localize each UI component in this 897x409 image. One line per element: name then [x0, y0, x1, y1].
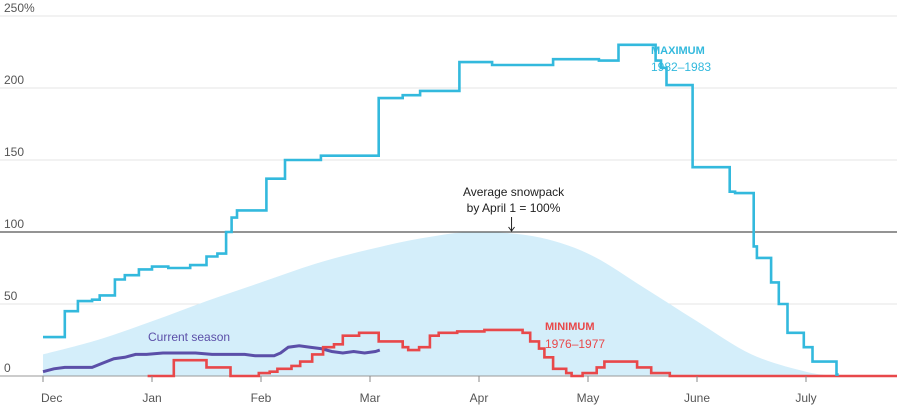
- y-tick-label: 200: [4, 73, 24, 87]
- minimum-label: MINIMUM: [545, 321, 595, 333]
- y-tick-label: 50: [4, 289, 18, 303]
- annotation-line-1: Average snowpack: [463, 185, 565, 199]
- annotation-arrow: [508, 217, 515, 232]
- average-annotation: Average snowpack by April 1 = 100%: [463, 185, 565, 232]
- x-tick-label: July: [795, 391, 816, 405]
- x-tick-label: Mar: [360, 391, 381, 405]
- x-tick-label: Apr: [470, 391, 489, 405]
- series-lines: [42, 43, 897, 378]
- y-tick-label: 150: [4, 145, 24, 159]
- x-tick-label: Feb: [251, 391, 272, 405]
- series-line-minimum: [147, 328, 897, 378]
- y-tick-label: 0: [4, 361, 11, 375]
- maximum-years-label: 1982–1983: [651, 60, 711, 74]
- series-line-current-season: [42, 344, 381, 374]
- x-tick-label: Dec: [41, 391, 62, 405]
- y-tick-label: 250%: [4, 1, 35, 15]
- x-tick-label: June: [684, 391, 710, 405]
- x-tick-label: May: [577, 391, 600, 405]
- series-labels: MAXIMUM 1982–1983 MINIMUM 1976–1977 Curr…: [148, 45, 711, 351]
- maximum-label: MAXIMUM: [651, 45, 705, 57]
- minimum-years-label: 1976–1977: [545, 337, 605, 351]
- average-snowpack-fill: [43, 231, 839, 376]
- y-axis-tick-labels: 0 50 100 150 200 250%: [4, 1, 35, 375]
- annotation-line-2: by April 1 = 100%: [467, 201, 561, 215]
- current-season-label: Current season: [148, 330, 230, 344]
- y-tick-label: 100: [4, 217, 24, 231]
- x-axis-tick-labels: Dec Jan Feb Mar Apr May June July: [41, 376, 817, 405]
- x-tick-label: Jan: [142, 391, 161, 405]
- series-line-maximum: [43, 43, 839, 376]
- average-snowpack-area: [43, 231, 839, 376]
